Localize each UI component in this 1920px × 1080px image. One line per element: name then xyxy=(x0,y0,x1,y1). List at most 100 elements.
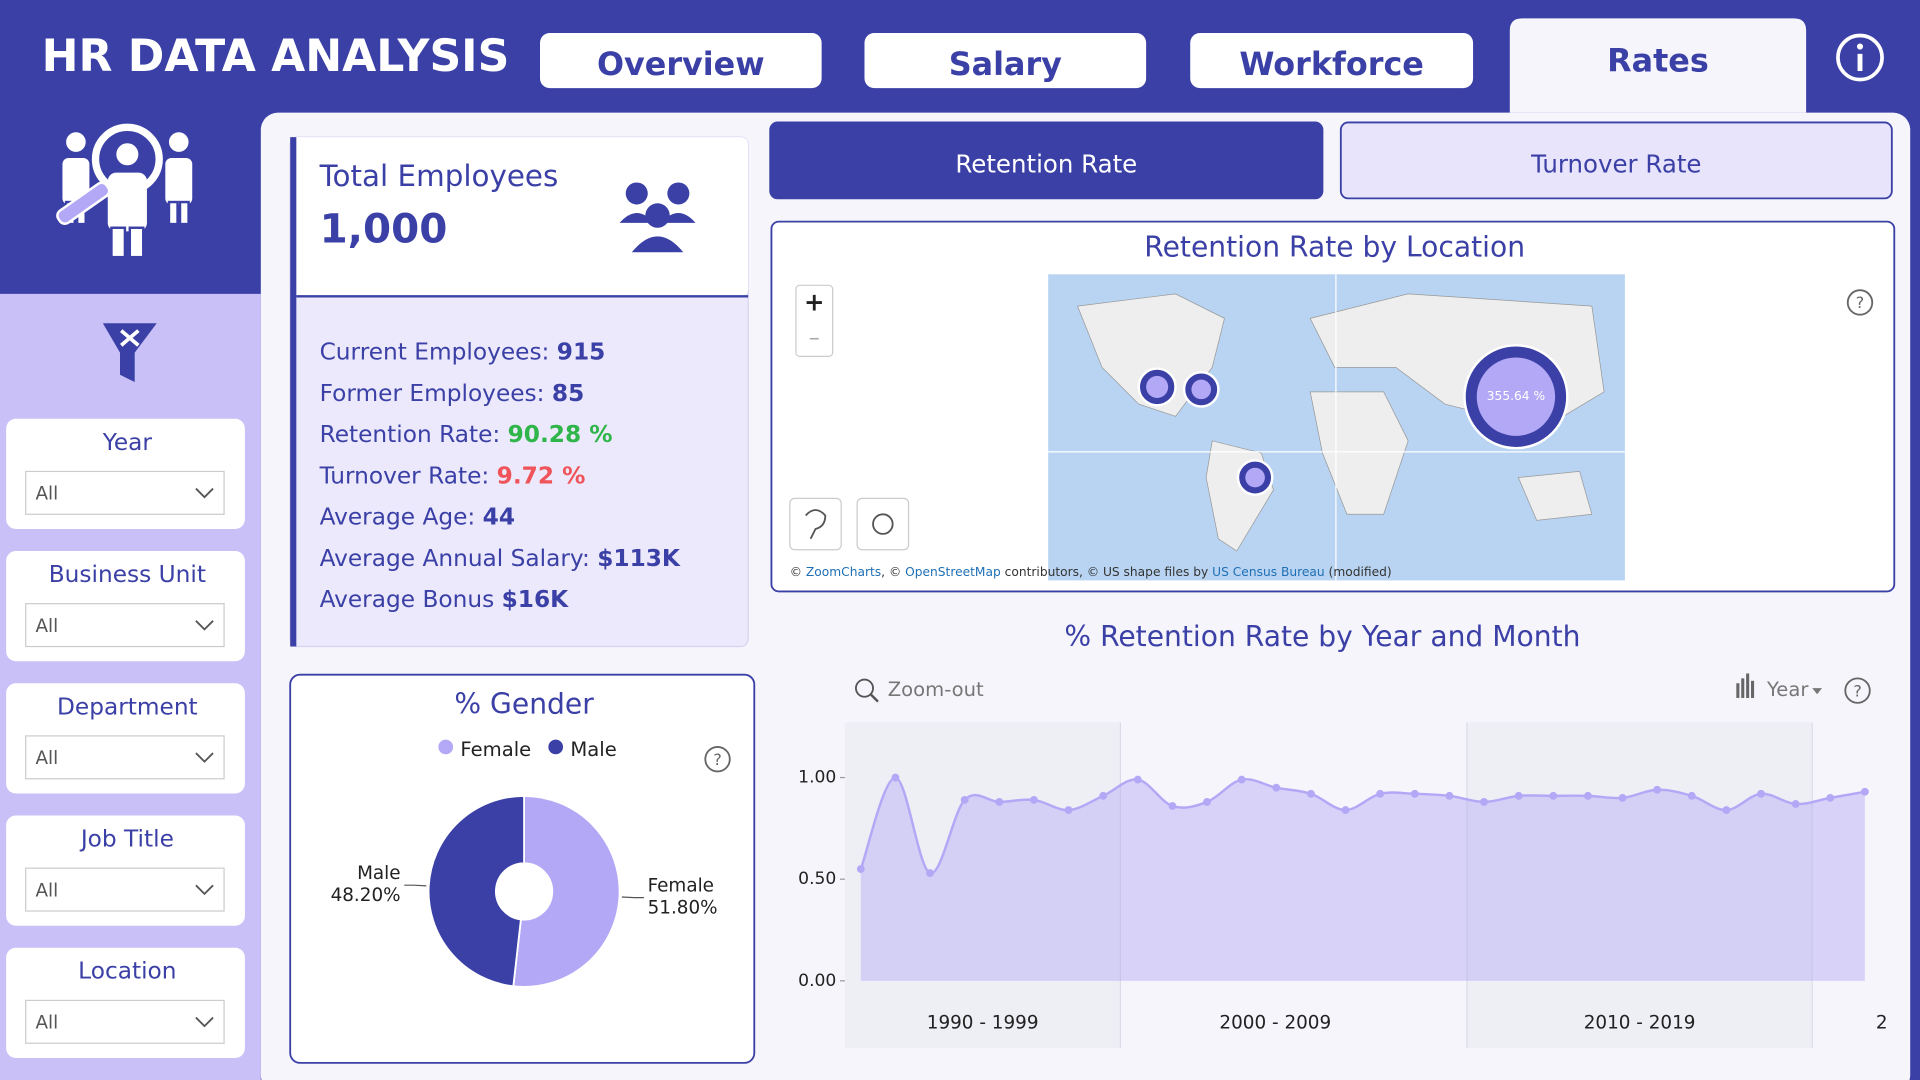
zoom-icon xyxy=(869,693,879,703)
tab[interactable] xyxy=(1190,33,1474,89)
help-icon[interactable]: ? xyxy=(713,750,721,769)
tab-label: Salary xyxy=(949,45,1062,83)
dropdown[interactable] xyxy=(25,735,225,780)
help-icon xyxy=(1844,677,1871,704)
tab-label: Overview xyxy=(597,45,765,83)
kpi-stat: Turnover Rate: 9.72 % xyxy=(319,462,586,489)
help-icon[interactable]: ? xyxy=(1856,293,1864,312)
stat-label: Turnover Rate: xyxy=(319,462,490,489)
app-title: HR DATA ANALYSIS xyxy=(42,31,510,82)
stat-label: Former Employees: xyxy=(320,379,545,406)
caret xyxy=(1812,688,1823,695)
stat-value: 915 xyxy=(557,338,606,365)
group-band xyxy=(1466,722,1813,1049)
stat-value: $16K xyxy=(502,586,570,613)
stat-value: 85 xyxy=(552,379,584,406)
attribution-part: OpenStreetMap xyxy=(905,564,1001,578)
dropdown-value: All xyxy=(36,748,59,769)
y-tick-label: 0.50 xyxy=(798,869,836,889)
tab[interactable] xyxy=(864,33,1147,89)
dropdown[interactable] xyxy=(25,470,225,515)
chart-title: % Retention Rate by Year and Month xyxy=(1064,620,1580,653)
toggle-button[interactable] xyxy=(769,121,1324,200)
x-group-label: 2000 - 2009 xyxy=(1219,1013,1331,1034)
pie-slice xyxy=(427,794,525,988)
stat-label: Average Age: xyxy=(320,503,476,530)
dropdown[interactable] xyxy=(25,867,225,912)
zoom-in[interactable]: + xyxy=(804,288,825,317)
slice-value: 48.20% xyxy=(331,885,401,906)
kpi-stat: Retention Rate: 90.28 % xyxy=(320,421,613,448)
bar-icon xyxy=(1746,673,1750,698)
point xyxy=(1860,787,1869,796)
attribution-part: US Census Bureau xyxy=(1212,564,1325,578)
point xyxy=(1272,783,1281,792)
stat-value: 44 xyxy=(483,503,515,530)
zoom-out[interactable]: – xyxy=(809,326,820,351)
people-icon xyxy=(619,182,696,253)
zoom-icon xyxy=(855,678,874,698)
point xyxy=(1480,798,1488,806)
attribution-part: © xyxy=(790,564,806,578)
dropdown-value: All xyxy=(36,1013,59,1034)
kpi-title: Total Employees xyxy=(319,159,559,193)
bar-icon xyxy=(1736,683,1740,698)
dropdown-value: All xyxy=(36,616,59,637)
point xyxy=(1687,791,1696,800)
tab[interactable] xyxy=(540,33,822,89)
filter-label: Department xyxy=(57,693,198,720)
point xyxy=(1514,791,1523,800)
point xyxy=(995,798,1004,806)
slice-value: 51.80% xyxy=(648,898,718,919)
point xyxy=(891,773,900,782)
zoom-out-button[interactable]: Zoom-out xyxy=(888,678,984,701)
dropdown-arrow xyxy=(195,620,214,631)
bar-icon xyxy=(1751,680,1755,698)
filter-label: Year xyxy=(102,429,153,456)
legend-label: Male xyxy=(570,738,616,761)
kpi-stat: Former Employees: 85 xyxy=(320,379,585,406)
map-card xyxy=(770,220,1896,593)
filter-label: Job Title xyxy=(79,826,174,853)
point xyxy=(1618,793,1627,802)
point xyxy=(1826,793,1835,802)
filter-label: Location xyxy=(78,958,176,985)
kpi-stat: Average Annual Salary: $113K xyxy=(320,544,681,571)
point xyxy=(1410,789,1419,798)
help-icon: ? xyxy=(1853,681,1861,700)
dropdown-arrow xyxy=(195,487,214,499)
tab[interactable] xyxy=(1509,18,1807,113)
point xyxy=(1307,789,1315,798)
filter-label: Business Unit xyxy=(49,561,206,588)
info-icon[interactable] xyxy=(1836,33,1884,82)
slice-label: Male xyxy=(357,863,401,884)
logo-icon xyxy=(56,123,195,259)
period-selector[interactable]: Year xyxy=(1766,678,1809,701)
point xyxy=(1376,789,1385,798)
point xyxy=(960,795,969,804)
dropdown-arrow xyxy=(195,1016,214,1028)
x-group-label: 2 xyxy=(1876,1013,1888,1034)
stat-value: 9.72 % xyxy=(497,462,586,489)
bubble-label: 355.64 % xyxy=(1487,389,1545,403)
dropdown[interactable] xyxy=(25,999,225,1044)
group-band xyxy=(844,722,1121,1049)
dropdown[interactable] xyxy=(25,603,225,648)
y-tick-label: 0.00 xyxy=(798,971,836,991)
legend-swatch xyxy=(438,739,454,755)
toggle-button[interactable] xyxy=(1339,121,1893,200)
point xyxy=(856,865,865,873)
map-title: Retention Rate by Location xyxy=(1144,231,1525,264)
point xyxy=(1757,789,1765,798)
point xyxy=(1341,806,1350,814)
stat-value: 90.28 % xyxy=(508,421,613,448)
point xyxy=(1583,791,1592,800)
point xyxy=(1549,791,1558,800)
filter-icon[interactable] xyxy=(102,323,157,383)
bar-icon xyxy=(1741,678,1745,698)
point xyxy=(1237,775,1246,784)
dropdown-value: All xyxy=(36,880,59,901)
stat-label: Average Annual Salary: xyxy=(320,544,590,571)
attribution-part: ZoomCharts xyxy=(806,564,881,578)
